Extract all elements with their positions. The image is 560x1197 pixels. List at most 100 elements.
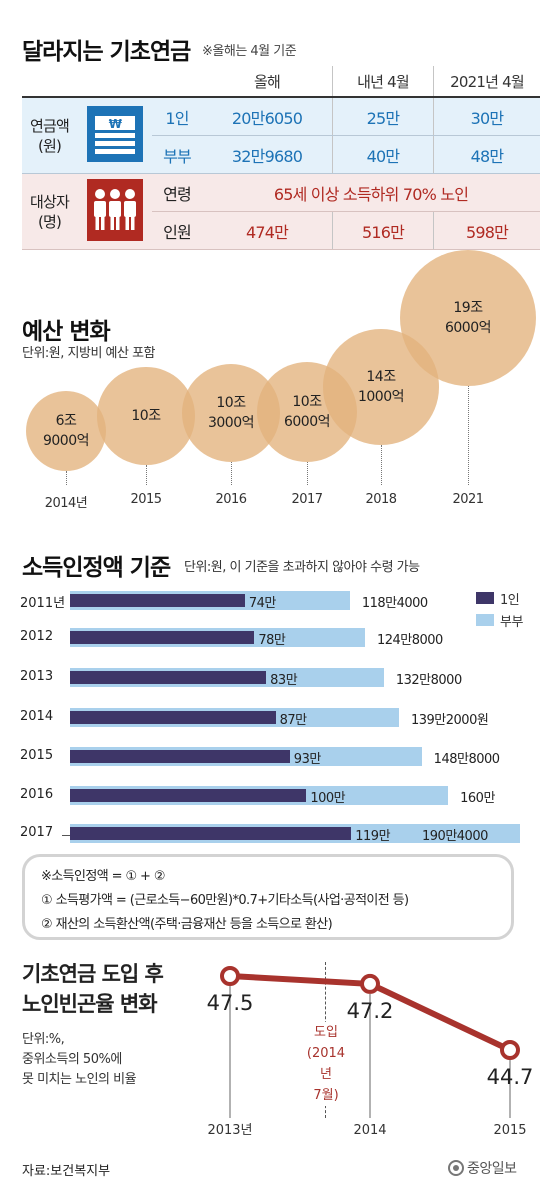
budget-stem xyxy=(66,471,67,485)
income-year-label: 2015 xyxy=(20,748,54,763)
poverty-unit-3: 못 미치는 노인의 비율 xyxy=(22,1072,137,1087)
budget-year-label: 2017 xyxy=(291,492,323,507)
income-unit: 단위:원, 이 기준을 초과하지 않아야 수령 가능 xyxy=(184,560,420,575)
budget-value-label: 10조 6000억 xyxy=(283,393,331,430)
budget-stem xyxy=(307,462,308,485)
poverty-year-label: 2014 xyxy=(353,1123,386,1138)
money-icon-cell: ₩ xyxy=(77,97,152,174)
budget-stem xyxy=(146,464,147,485)
header-2021: 2021년 4월 xyxy=(433,66,540,98)
age-criteria: 65세 이상 소득하위 70% 노인 xyxy=(202,173,540,212)
budget-year-label: 2021 xyxy=(452,492,484,507)
poverty-year-label: 2013년 xyxy=(207,1123,252,1138)
income-year-label: 2014 xyxy=(20,709,54,724)
poverty-title-1: 기초연금 도입 후 xyxy=(22,962,164,986)
income-single-value: 74만 xyxy=(248,596,277,611)
joongang-logo: 중앙일보 xyxy=(448,1158,517,1178)
budget-bubble: 14조 1000억 xyxy=(323,329,439,445)
single-next-year: 25만 xyxy=(332,97,434,136)
source-text: 자료:보건복지부 xyxy=(22,1164,111,1179)
couple-next-year: 40만 xyxy=(332,135,434,174)
budget-year-label: 2015 xyxy=(130,492,162,507)
amount-label: 연금액 (원) xyxy=(22,97,77,174)
budget-year-label: 2016 xyxy=(215,492,247,507)
budget-value-label: 6조 9000억 xyxy=(42,412,90,449)
intro-line-2: (2014년 xyxy=(306,1046,346,1082)
poverty-value-label: 47.5 xyxy=(207,991,254,1015)
budget-bubble: 6조 9000억 xyxy=(25,390,107,472)
income-year-label: 2017 xyxy=(20,825,54,840)
row-single-label: 1인 xyxy=(152,97,202,136)
income-couple-value: 148만8000 xyxy=(433,752,500,767)
income-single-value: 100만 xyxy=(310,791,346,806)
poverty-line-chart: 47.5 2013년 47.2 2014 44.7 2015 xyxy=(207,966,534,1138)
budget-year-label: 2014년 xyxy=(44,496,88,511)
poverty-unit-2: 중위소득의 50%에 xyxy=(22,1052,122,1067)
row-age-label: 연령 xyxy=(152,173,202,212)
income-single-value: 87만 xyxy=(279,713,308,728)
poverty-unit-1: 단위:%, xyxy=(22,1032,65,1047)
income-year-label: 2012 xyxy=(20,629,54,644)
income-bar-single xyxy=(70,631,255,644)
header-next-year: 내년 4월 xyxy=(332,66,434,98)
formula-line-3: ② 재산의 소득환산액(주택·금융재산 등을 소득으로 환산) xyxy=(41,917,333,932)
formula-box: ※소득인정액 = ① + ② ① 소득평가액 = (근로소득−60만원)*0.7… xyxy=(22,854,514,940)
people-icon-cell xyxy=(77,173,152,250)
budget-value-label: 10조 3000억 xyxy=(207,394,255,431)
budget-title: 예산 변화 xyxy=(22,319,111,345)
income-couple-value: 132만8000 xyxy=(395,673,462,688)
income-bar-single xyxy=(70,827,352,840)
budget-year-label: 2018 xyxy=(365,492,397,507)
couple-this-year: 32만9680 xyxy=(202,135,333,174)
income-couple-value: 190만4000 xyxy=(422,829,488,844)
poverty-point xyxy=(220,966,240,986)
couple-2021: 48만 xyxy=(433,135,540,174)
won-symbol: ₩ xyxy=(108,117,122,131)
budget-value-label: 19조 6000억 xyxy=(444,300,492,336)
formula-line-2: ① 소득평가액 = (근로소득−60만원)*0.7+기타소득(사업·공적이전 등… xyxy=(41,893,409,908)
intro-line-3: 7월) xyxy=(313,1088,339,1103)
poverty-point xyxy=(360,973,380,994)
income-couple-value: 118만4000 xyxy=(361,596,428,611)
pension-table: 올해 내년 4월 2021년 4월 연금액 (원) ₩ 1인 20만6050 2… xyxy=(22,66,540,250)
income-axis-line xyxy=(62,835,70,836)
row-couple-label: 부부 xyxy=(152,135,202,174)
budget-stem xyxy=(231,462,232,485)
legend-couple-swatch xyxy=(476,614,494,626)
income-couple-value: 160만 xyxy=(460,791,495,806)
legend-couple-label: 부부 xyxy=(500,615,523,630)
budget-stem xyxy=(468,386,469,485)
count-this-year: 474만 xyxy=(202,211,333,250)
income-single-value: 93만 xyxy=(293,752,322,767)
poverty-value-label: 47.2 xyxy=(347,999,394,1023)
count-next-year: 516만 xyxy=(332,211,434,250)
count-2021: 598만 xyxy=(433,211,540,250)
budget-unit: 단위:원, 지방비 예산 포함 xyxy=(22,346,156,361)
income-couple-value: 124만8000 xyxy=(376,633,443,648)
poverty-value-label: 44.7 xyxy=(487,1065,534,1089)
income-title: 소득인정액 기준 xyxy=(22,555,171,581)
income-year-label: 2013 xyxy=(20,669,54,684)
single-2021: 30만 xyxy=(433,97,540,136)
income-bar-single xyxy=(70,711,276,724)
pension-title: 달라지는 기초연금 xyxy=(22,39,191,65)
budget-stem xyxy=(381,444,382,485)
header-this-year: 올해 xyxy=(202,66,333,98)
people-icon xyxy=(86,178,143,241)
income-couple-value: 139만2000원 xyxy=(410,713,489,728)
income-year-label: 2016 xyxy=(20,787,54,802)
formula-line-1: ※소득인정액 = ① + ② xyxy=(41,869,166,884)
poverty-point xyxy=(500,1040,520,1060)
intro-line-1: 도입 xyxy=(314,1025,338,1040)
budget-bubble: 10조 xyxy=(97,367,195,465)
income-bar-single xyxy=(70,594,245,607)
poverty-title-2: 노인빈곤율 변화 xyxy=(22,992,158,1016)
single-this-year: 20만6050 xyxy=(202,97,333,136)
income-single-value: 78만 xyxy=(258,633,286,648)
pension-note: ※올해는 4월 기준 xyxy=(202,44,297,59)
budget-value-label: 14조 1000억 xyxy=(357,368,405,405)
logo-icon xyxy=(448,1160,464,1176)
target-label: 대상자 (명) xyxy=(22,173,77,250)
poverty-year-label: 2015 xyxy=(493,1123,526,1138)
legend-single-swatch xyxy=(476,592,494,604)
